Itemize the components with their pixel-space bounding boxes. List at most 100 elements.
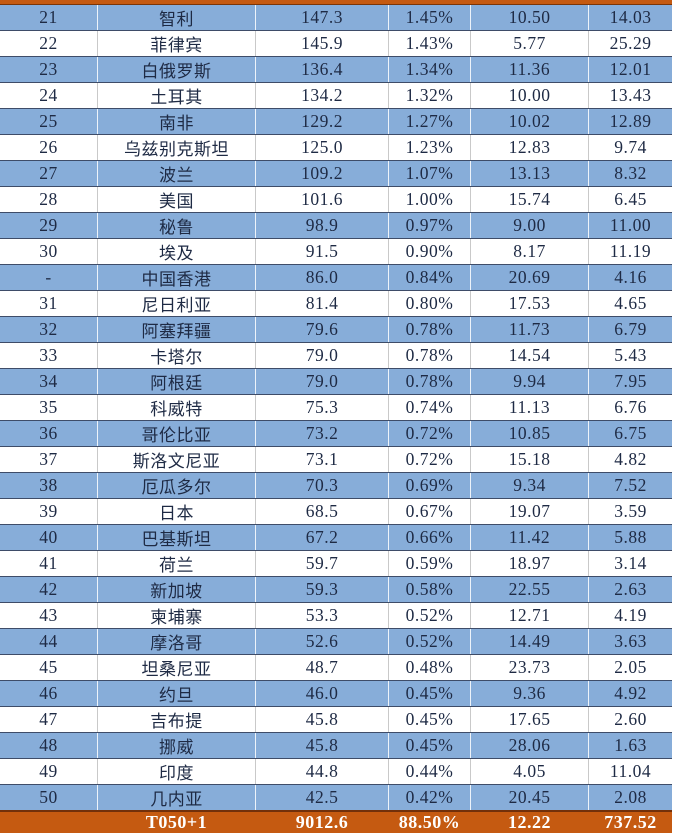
rank-cell: 32 bbox=[39, 319, 58, 339]
country-cell: 南非 bbox=[97, 109, 255, 134]
metric-a-cell: 14.54 bbox=[470, 343, 588, 368]
country-cell: 荷兰 bbox=[97, 551, 255, 576]
rank-cell: 44 bbox=[39, 631, 58, 651]
country-cell: 土耳其 bbox=[97, 83, 255, 108]
country-cell: 阿根廷 bbox=[97, 369, 255, 394]
value-cell: 59.7 bbox=[255, 551, 388, 576]
share-cell: 1.34% bbox=[388, 57, 470, 82]
value-cell: 48.7 bbox=[255, 655, 388, 680]
metric-a-cell: 4.05 bbox=[470, 759, 588, 784]
value-cell: 73.2 bbox=[255, 421, 388, 446]
country-cell: 坦桑尼亚 bbox=[97, 655, 255, 680]
table-row: 25 南非 129.2 1.27% 10.02 12.89 bbox=[0, 108, 672, 134]
value-cell: 75.3 bbox=[255, 395, 388, 420]
rank-cell: 29 bbox=[39, 215, 58, 235]
share-cell: 0.48% bbox=[388, 655, 470, 680]
table-row: 22 菲律宾 145.9 1.43% 5.77 25.29 bbox=[0, 30, 672, 56]
country-cell: 吉布提 bbox=[97, 707, 255, 732]
country-cell: 日本 bbox=[97, 499, 255, 524]
country-cell: 中国香港 bbox=[97, 265, 255, 290]
total-metric-a-cell: 12.22 bbox=[508, 812, 551, 832]
country-cell: 美国 bbox=[97, 187, 255, 212]
rank-cell: 45 bbox=[39, 657, 58, 677]
country-cell: 智利 bbox=[97, 5, 255, 30]
metric-a-cell: 9.36 bbox=[470, 681, 588, 706]
metric-b-cell: 2.63 bbox=[588, 577, 672, 602]
share-cell: 0.69% bbox=[388, 473, 470, 498]
country-cell: 新加坡 bbox=[97, 577, 255, 602]
share-cell: 1.32% bbox=[388, 83, 470, 108]
table-row: 23 白俄罗斯 136.4 1.34% 11.36 12.01 bbox=[0, 56, 672, 82]
metric-a-cell: 14.49 bbox=[470, 629, 588, 654]
value-cell: 81.4 bbox=[255, 291, 388, 316]
metric-b-cell: 25.29 bbox=[588, 31, 672, 56]
rank-cell: 26 bbox=[39, 137, 58, 157]
share-cell: 0.80% bbox=[388, 291, 470, 316]
metric-a-cell: 10.00 bbox=[470, 83, 588, 108]
country-cell: 菲律宾 bbox=[97, 31, 255, 56]
metric-b-cell: 2.60 bbox=[588, 707, 672, 732]
table-row: 26 乌兹别克斯坦 125.0 1.23% 12.83 9.74 bbox=[0, 134, 672, 160]
metric-a-cell: 17.53 bbox=[470, 291, 588, 316]
metric-b-cell: 3.14 bbox=[588, 551, 672, 576]
share-cell: 1.07% bbox=[388, 161, 470, 186]
value-cell: 52.6 bbox=[255, 629, 388, 654]
table-row: 45 坦桑尼亚 48.7 0.48% 23.73 2.05 bbox=[0, 654, 672, 680]
rank-cell: 33 bbox=[39, 345, 58, 365]
rank-cell: 46 bbox=[39, 683, 58, 703]
table-row: 24 土耳其 134.2 1.32% 10.00 13.43 bbox=[0, 82, 672, 108]
rank-cell: 22 bbox=[39, 33, 58, 53]
share-cell: 1.43% bbox=[388, 31, 470, 56]
metric-a-cell: 13.13 bbox=[470, 161, 588, 186]
metric-b-cell: 6.76 bbox=[588, 395, 672, 420]
share-cell: 0.45% bbox=[388, 707, 470, 732]
country-cell: 阿塞拜疆 bbox=[97, 317, 255, 342]
total-row: T050+1 9012.6 88.50% 12.22 737.52 bbox=[0, 810, 672, 833]
share-cell: 0.67% bbox=[388, 499, 470, 524]
share-cell: 1.27% bbox=[388, 109, 470, 134]
rank-cell: 38 bbox=[39, 475, 58, 495]
metric-a-cell: 9.94 bbox=[470, 369, 588, 394]
table-row: 33 卡塔尔 79.0 0.78% 14.54 5.43 bbox=[0, 342, 672, 368]
rank-cell: 41 bbox=[39, 553, 58, 573]
metric-a-cell: 9.34 bbox=[470, 473, 588, 498]
metric-b-cell: 14.03 bbox=[588, 5, 672, 30]
metric-b-cell: 11.19 bbox=[588, 239, 672, 264]
metric-a-cell: 10.50 bbox=[470, 5, 588, 30]
metric-b-cell: 4.19 bbox=[588, 603, 672, 628]
share-cell: 0.52% bbox=[388, 603, 470, 628]
metric-b-cell: 11.04 bbox=[588, 759, 672, 784]
share-cell: 0.45% bbox=[388, 733, 470, 758]
country-cell: 几内亚 bbox=[97, 785, 255, 810]
table-row: 50 几内亚 42.5 0.42% 20.45 2.08 bbox=[0, 784, 672, 810]
value-cell: 145.9 bbox=[255, 31, 388, 56]
country-cell: 柬埔寨 bbox=[97, 603, 255, 628]
metric-a-cell: 23.73 bbox=[470, 655, 588, 680]
value-cell: 42.5 bbox=[255, 785, 388, 810]
value-cell: 46.0 bbox=[255, 681, 388, 706]
share-cell: 0.74% bbox=[388, 395, 470, 420]
table-row: 27 波兰 109.2 1.07% 13.13 8.32 bbox=[0, 160, 672, 186]
rank-cell: 30 bbox=[39, 241, 58, 261]
metric-a-cell: 10.02 bbox=[470, 109, 588, 134]
country-cell: 埃及 bbox=[97, 239, 255, 264]
rank-cell: 43 bbox=[39, 605, 58, 625]
total-value-cell: 9012.6 bbox=[295, 812, 349, 832]
metric-b-cell: 13.43 bbox=[588, 83, 672, 108]
value-cell: 73.1 bbox=[255, 447, 388, 472]
metric-a-cell: 12.71 bbox=[470, 603, 588, 628]
value-cell: 45.8 bbox=[255, 733, 388, 758]
value-cell: 59.3 bbox=[255, 577, 388, 602]
metric-a-cell: 11.13 bbox=[470, 395, 588, 420]
rank-cell: 40 bbox=[39, 527, 58, 547]
metric-b-cell: 3.63 bbox=[588, 629, 672, 654]
value-cell: 136.4 bbox=[255, 57, 388, 82]
metric-a-cell: 19.07 bbox=[470, 499, 588, 524]
rank-cell: 47 bbox=[39, 709, 58, 729]
metric-b-cell: 4.82 bbox=[588, 447, 672, 472]
rank-cell: 21 bbox=[39, 7, 58, 27]
table-row: 37 斯洛文尼亚 73.1 0.72% 15.18 4.82 bbox=[0, 446, 672, 472]
country-cell: 印度 bbox=[97, 759, 255, 784]
share-cell: 0.66% bbox=[388, 525, 470, 550]
